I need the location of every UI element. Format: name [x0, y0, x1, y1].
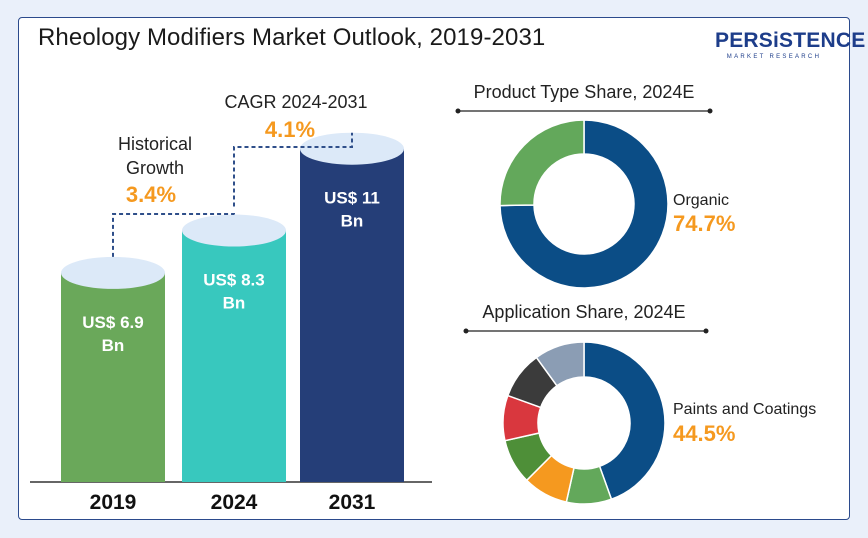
application-donut: Application Share, 2024E Paints and Coati…: [463, 302, 816, 505]
organic-label: Organic: [673, 192, 729, 209]
bar-cap-2019: [61, 256, 165, 289]
bar-value-label: US$ 6.9: [82, 313, 143, 332]
bar-chart: US$ 6.9 Bn 2019 US$ 8.3 Bn 2024 US$ 11 Bn 2031: [30, 132, 432, 514]
donut-slice-0: [583, 341, 666, 501]
organic-value: 74.7%: [673, 211, 735, 236]
bar-category-label: 2031: [329, 491, 376, 514]
donut-slice-1: [499, 119, 585, 207]
bar-value-label: US$ 8.3: [203, 271, 264, 290]
historical-growth-connector: [112, 213, 235, 257]
bar-value-label-unit: Bn: [102, 336, 125, 355]
title-rule-dot-right: [703, 328, 709, 334]
bar-value-label-unit: Bn: [341, 212, 364, 231]
cagr-annotations: Historical Growth 3.4% CAGR 2024-2031 4.1%: [112, 92, 368, 257]
cagr-label: CAGR 2024-2031: [224, 92, 367, 112]
title-rule-dot-right: [707, 108, 713, 114]
title-rule-dot-left: [455, 108, 461, 114]
brand-logo-tagline: MARKET RESEARCH: [726, 54, 822, 60]
donut-slice-0: [499, 119, 669, 289]
product-type-donut: Product Type Share, 2024E Organic 74.7%: [455, 82, 735, 289]
bar-category-label: 2024: [211, 491, 258, 514]
donut-slice-6: [535, 341, 585, 387]
paints-coatings-label: Paints and Coatings: [673, 401, 816, 418]
paints-coatings-value: 44.5%: [673, 421, 735, 446]
bar-value-label: US$ 11: [324, 189, 380, 208]
product-type-title: Product Type Share, 2024E: [474, 82, 695, 102]
bar-2019: [61, 272, 165, 482]
page-title: Rheology Modifiers Market Outlook, 2019-…: [38, 24, 546, 51]
bar-2024: [182, 230, 286, 482]
bar-cap-2024: [182, 214, 286, 247]
bar-cap-2031: [300, 132, 404, 165]
brand-logo: PERSiSTENCE MARKET RESEARCH: [715, 29, 866, 67]
brand-logo-name: PERSiSTENCE: [715, 29, 866, 52]
historical-growth-label: Historical: [118, 134, 192, 154]
historical-growth-label-2: Growth: [126, 158, 184, 178]
bar-category-label: 2019: [90, 491, 137, 514]
bar-2031: [300, 148, 404, 482]
historical-growth-value: 3.4%: [126, 182, 176, 207]
title-rule-dot-left: [463, 328, 469, 334]
application-share-title: Application Share, 2024E: [482, 302, 685, 322]
cagr-connector: [233, 132, 353, 207]
cagr-value: 4.1%: [265, 117, 315, 142]
bar-value-label-unit: Bn: [223, 294, 246, 313]
